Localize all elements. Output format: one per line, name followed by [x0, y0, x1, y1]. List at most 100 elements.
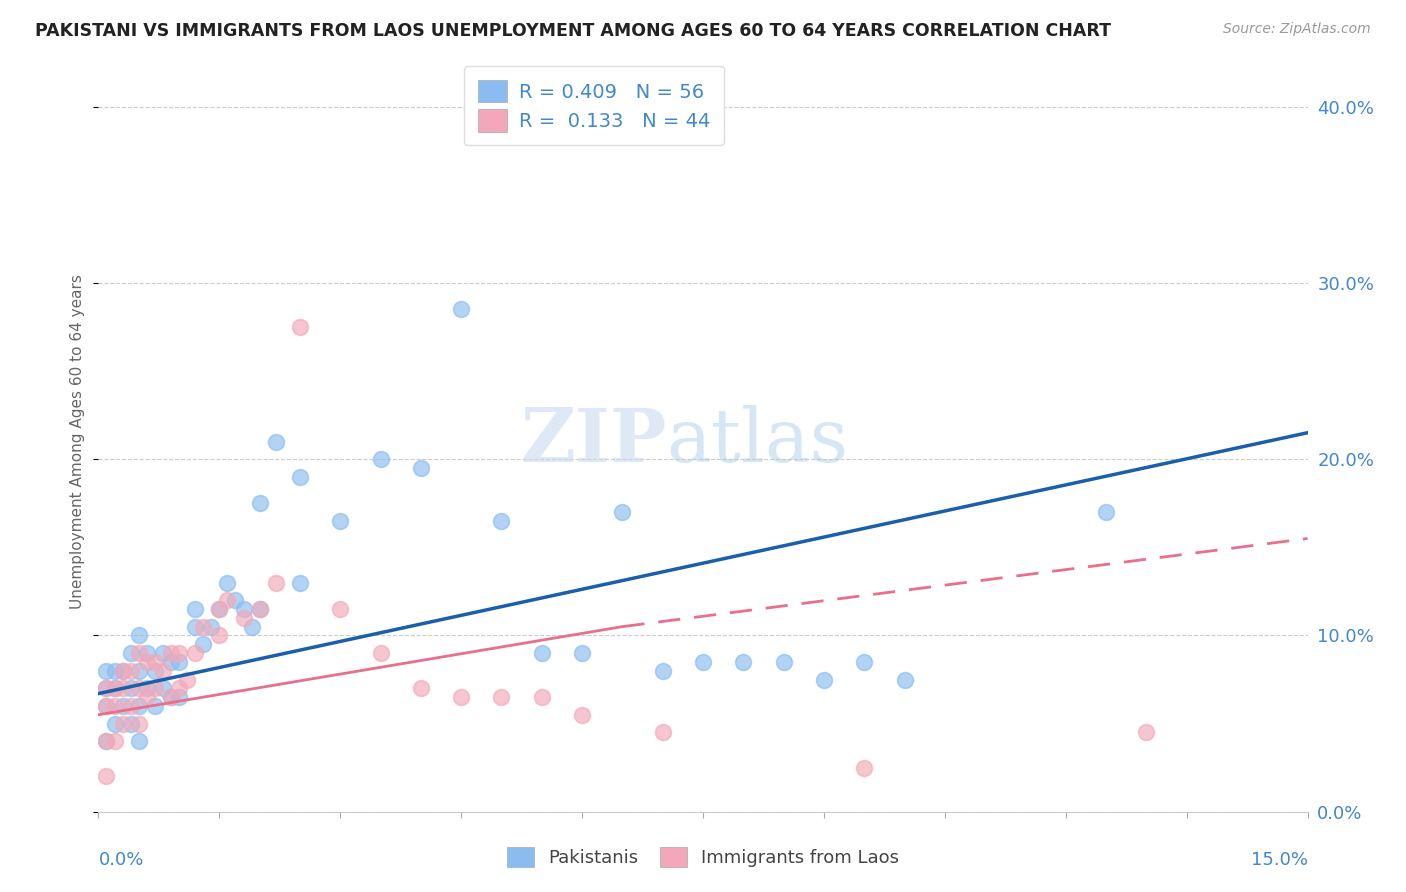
Point [103, 734, 125, 748]
Point [329, 514, 352, 528]
Point [103, 716, 125, 731]
Point [152, 664, 174, 678]
Point [128, 628, 150, 642]
Point [184, 602, 207, 616]
Point [200, 619, 222, 633]
Point [167, 690, 190, 705]
Point [160, 690, 183, 705]
Point [96, 769, 118, 783]
Point [103, 664, 125, 678]
Point [813, 673, 835, 687]
Point [240, 619, 263, 633]
Point [160, 690, 183, 705]
Point [103, 681, 125, 696]
Point [893, 673, 915, 687]
Point [692, 655, 714, 669]
Point [370, 646, 392, 660]
Point [853, 655, 876, 669]
Point [208, 628, 231, 642]
Text: ZIP: ZIP [520, 405, 666, 478]
Point [167, 646, 190, 660]
Point [329, 602, 352, 616]
Point [733, 655, 755, 669]
Point [232, 611, 254, 625]
Point [135, 690, 157, 705]
Point [409, 681, 432, 696]
Point [96, 681, 118, 696]
Point [370, 452, 392, 467]
Point [143, 655, 166, 669]
Point [96, 698, 118, 713]
Point [128, 734, 150, 748]
Point [128, 681, 150, 696]
Point [111, 716, 134, 731]
Point [111, 698, 134, 713]
Point [160, 646, 183, 660]
Point [249, 602, 271, 616]
Point [224, 593, 246, 607]
Point [96, 698, 118, 713]
Point [612, 505, 634, 519]
Point [120, 664, 142, 678]
Point [651, 664, 673, 678]
Point [232, 602, 254, 616]
Text: 0.0%: 0.0% [98, 851, 143, 869]
Point [128, 664, 150, 678]
Point [772, 655, 794, 669]
Point [571, 646, 593, 660]
Legend: Pakistanis, Immigrants from Laos: Pakistanis, Immigrants from Laos [499, 839, 907, 874]
Point [249, 496, 271, 510]
Point [135, 646, 157, 660]
Point [1135, 725, 1157, 739]
Point [135, 655, 157, 669]
Text: Source: ZipAtlas.com: Source: ZipAtlas.com [1223, 22, 1371, 37]
Point [152, 646, 174, 660]
Point [491, 690, 513, 705]
Point [217, 593, 239, 607]
Point [143, 664, 166, 678]
Point [853, 761, 876, 775]
Point [103, 698, 125, 713]
Point [128, 698, 150, 713]
Point [184, 646, 207, 660]
Point [530, 646, 553, 660]
Text: atlas: atlas [666, 405, 849, 478]
Point [193, 619, 215, 633]
Y-axis label: Unemployment Among Ages 60 to 64 years: Unemployment Among Ages 60 to 64 years [70, 274, 86, 609]
Point [96, 664, 118, 678]
Point [184, 619, 207, 633]
Point [128, 716, 150, 731]
Point [143, 681, 166, 696]
Point [530, 690, 553, 705]
Point [143, 698, 166, 713]
Point [128, 646, 150, 660]
Point [208, 602, 231, 616]
Point [160, 655, 183, 669]
Point [450, 302, 472, 317]
Point [111, 664, 134, 678]
Point [176, 673, 198, 687]
Point [217, 575, 239, 590]
Point [288, 470, 311, 484]
Point [249, 602, 271, 616]
Text: 15.0%: 15.0% [1250, 851, 1308, 869]
Point [111, 664, 134, 678]
Point [111, 681, 134, 696]
Text: PAKISTANI VS IMMIGRANTS FROM LAOS UNEMPLOYMENT AMONG AGES 60 TO 64 YEARS CORRELA: PAKISTANI VS IMMIGRANTS FROM LAOS UNEMPL… [35, 22, 1111, 40]
Point [1095, 505, 1118, 519]
Point [96, 681, 118, 696]
Point [491, 514, 513, 528]
Point [103, 681, 125, 696]
Point [120, 716, 142, 731]
Point [120, 698, 142, 713]
Point [264, 575, 287, 590]
Legend: R = 0.409   N = 56, R =  0.133   N = 44: R = 0.409 N = 56, R = 0.133 N = 44 [464, 66, 724, 145]
Point [193, 637, 215, 651]
Point [167, 655, 190, 669]
Point [571, 707, 593, 722]
Point [208, 602, 231, 616]
Point [288, 575, 311, 590]
Point [96, 734, 118, 748]
Point [651, 725, 673, 739]
Point [288, 320, 311, 334]
